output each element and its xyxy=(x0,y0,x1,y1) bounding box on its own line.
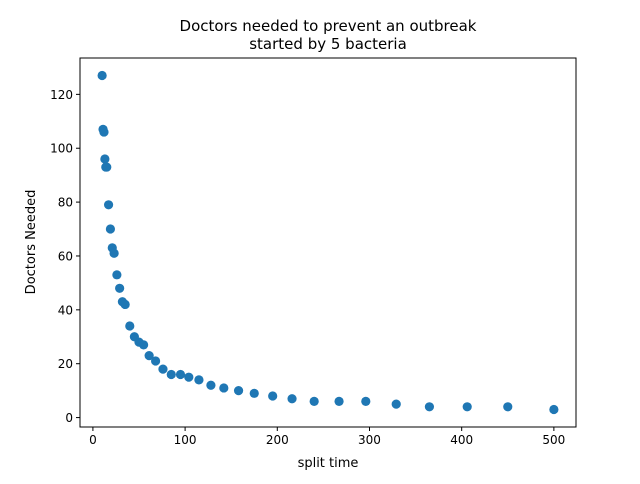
data-point xyxy=(287,394,297,404)
data-point xyxy=(139,340,149,350)
data-point xyxy=(233,386,244,396)
data-point xyxy=(125,321,135,331)
data-point xyxy=(105,224,116,234)
data-point xyxy=(334,396,344,407)
data-point xyxy=(102,162,112,172)
y-tick-label: 120 xyxy=(50,88,73,102)
y-axis-label: Doctors Needed xyxy=(24,190,39,295)
data-point xyxy=(158,364,168,374)
data-point xyxy=(549,404,559,415)
data-point xyxy=(424,402,435,412)
data-point xyxy=(206,380,216,390)
x-tick-label: 300 xyxy=(358,433,381,447)
chart-title-line-1: Doctors needed to prevent an outbreak xyxy=(180,17,477,35)
data-point xyxy=(249,388,259,398)
x-tick-label: 200 xyxy=(266,433,289,447)
data-point xyxy=(144,351,154,361)
axes-frame xyxy=(79,57,577,428)
data-point xyxy=(99,127,109,137)
data-point xyxy=(391,399,401,409)
x-tick-label: 100 xyxy=(174,433,197,447)
plot-area: 0 100 200 300 400 500 0 20 40 60 80 100 120 xyxy=(50,57,577,447)
data-point xyxy=(309,396,319,407)
data-point xyxy=(462,402,472,412)
data-point xyxy=(166,369,176,380)
x-axis-label: split time xyxy=(298,456,359,471)
y-tick-label: 100 xyxy=(50,142,73,156)
data-point xyxy=(184,372,194,382)
y-tick-label: 20 xyxy=(58,357,73,371)
data-point xyxy=(503,402,513,412)
x-tick-label: 400 xyxy=(450,433,473,447)
data-point xyxy=(219,383,229,393)
data-point xyxy=(268,391,278,401)
data-point xyxy=(115,283,125,293)
data-point xyxy=(97,70,107,81)
y-tick-label: 0 xyxy=(65,411,73,425)
y-tick-label: 40 xyxy=(58,303,73,317)
y-tick-label: 60 xyxy=(58,249,73,263)
x-tick-label: 500 xyxy=(542,433,565,447)
y-tick-label: 80 xyxy=(58,196,73,210)
data-point xyxy=(194,375,204,385)
data-point xyxy=(361,396,371,407)
x-tick-label: 0 xyxy=(89,433,97,447)
data-point xyxy=(151,356,161,366)
chart-title-line-2: started by 5 bacteria xyxy=(249,35,407,53)
data-point xyxy=(109,248,119,258)
data-point xyxy=(120,299,130,310)
data-point xyxy=(175,369,186,380)
data-point xyxy=(100,154,110,164)
data-point xyxy=(103,200,114,210)
data-point xyxy=(112,270,122,280)
